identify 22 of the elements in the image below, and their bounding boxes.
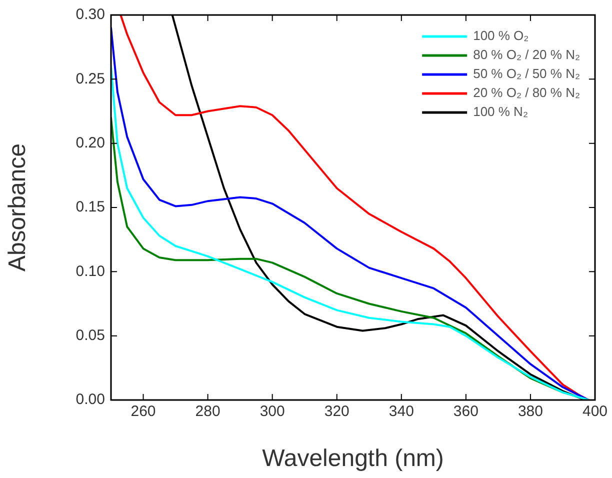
y-tick-label: 0.00 xyxy=(76,391,105,408)
x-tick-label: 400 xyxy=(582,403,608,420)
y-tick-label: 0.15 xyxy=(76,198,105,216)
y-tick-label: 0.20 xyxy=(76,134,105,152)
x-tick-label: 340 xyxy=(388,403,414,420)
x-tick-label: 280 xyxy=(195,403,220,420)
x-tick-label: 300 xyxy=(260,403,285,420)
y-tick-label: 0.25 xyxy=(76,70,105,88)
x-tick-label: 360 xyxy=(453,403,478,420)
y-tick-label: 0.10 xyxy=(76,262,105,280)
legend-label: 50 % O₂ / 50 % N₂ xyxy=(473,66,580,82)
y-tick-label: 0.30 xyxy=(76,6,105,24)
x-tick-label: 320 xyxy=(324,403,350,420)
legend-label: 100 % N₂ xyxy=(473,104,528,120)
x-tick-label: 260 xyxy=(130,403,156,420)
y-tick-label: 0.05 xyxy=(76,326,105,344)
legend-label: 100 % O₂ xyxy=(473,28,529,44)
legend-label: 80 % O₂ / 20 % N₂ xyxy=(473,47,580,62)
legend-label: 20 % O₂ / 80 % N₂ xyxy=(473,85,580,100)
y-axis-title: Absorbance xyxy=(4,143,32,272)
x-tick-label: 380 xyxy=(518,403,543,420)
x-axis-title: Wavelength (nm) xyxy=(262,445,444,472)
